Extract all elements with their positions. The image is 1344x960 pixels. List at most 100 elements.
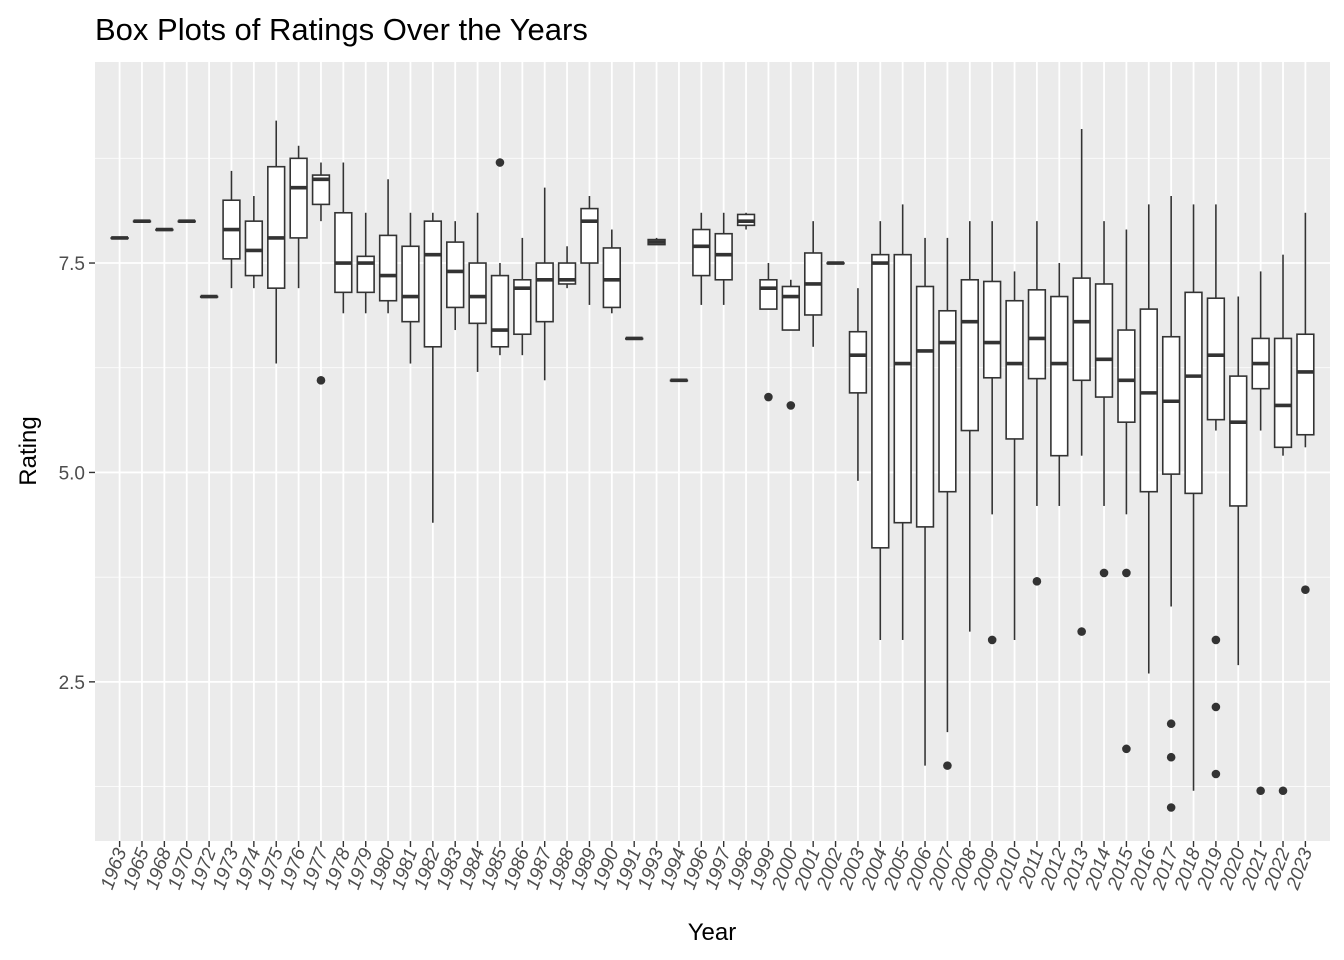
box-1982	[423, 212, 443, 523]
outlier-point	[764, 392, 773, 402]
box-iqr	[982, 280, 1002, 379]
box-1963	[110, 236, 129, 240]
box-iqr	[513, 278, 532, 336]
box-iqr	[356, 255, 375, 294]
box-iqr	[1117, 329, 1136, 423]
box-1998	[736, 212, 756, 230]
box-2003	[848, 288, 868, 481]
box-iqr	[1296, 333, 1315, 436]
box-1986	[513, 237, 532, 356]
box-iqr	[267, 165, 286, 289]
box-1991	[625, 336, 644, 341]
box-2021	[1251, 271, 1270, 796]
box-iqr	[1094, 283, 1114, 398]
box-1979	[356, 212, 375, 314]
box-1980	[378, 179, 398, 314]
box-iqr	[714, 232, 733, 281]
box-2020	[1229, 296, 1248, 666]
box-iqr	[1072, 277, 1091, 382]
box-2017	[1161, 196, 1181, 812]
box-iqr	[1005, 299, 1024, 440]
box-iqr	[915, 285, 935, 528]
box-iqr	[602, 247, 622, 309]
box-2009	[982, 221, 1002, 645]
outlier-point	[1122, 568, 1131, 578]
box-2011	[1027, 221, 1047, 586]
box-iqr	[1027, 289, 1047, 380]
x-axis: 1963196519681970197219731974197519761977…	[97, 841, 1317, 893]
box-2018	[1184, 204, 1203, 791]
box-1973	[222, 170, 241, 289]
box-2006	[915, 237, 935, 766]
box-1988	[557, 246, 577, 289]
box-2022	[1273, 254, 1293, 796]
box-2015	[1117, 229, 1136, 754]
box-iqr	[1139, 308, 1158, 493]
outlier-point	[987, 635, 997, 645]
y-tick-label: 7.5	[59, 254, 85, 275]
box-iqr	[893, 253, 912, 524]
outlier-point	[1301, 585, 1310, 595]
box-iqr	[446, 241, 465, 309]
box-iqr	[535, 262, 554, 323]
box-2001	[803, 221, 823, 347]
outlier-point	[1077, 627, 1086, 636]
y-axis-title: Rating	[15, 416, 42, 485]
box-iqr	[244, 220, 264, 277]
box-iqr	[938, 309, 957, 493]
box-iqr	[692, 228, 711, 277]
outlier-point	[943, 761, 952, 770]
box-1997	[714, 212, 733, 305]
outlier-point	[786, 401, 796, 410]
box-1975	[267, 120, 286, 364]
box-iqr	[1050, 295, 1069, 457]
outlier-point	[495, 158, 505, 167]
box-iqr	[289, 157, 308, 239]
box-1972	[199, 294, 219, 299]
box-1985	[490, 158, 510, 356]
box-2005	[893, 204, 912, 640]
box-iqr	[378, 234, 398, 302]
box-2012	[1050, 263, 1069, 506]
box-1989	[580, 196, 599, 305]
box-2007	[938, 237, 957, 770]
outlier-point	[1099, 568, 1109, 578]
box-2008	[960, 221, 979, 632]
box-1999	[759, 263, 778, 402]
box-iqr	[1273, 337, 1293, 449]
x-axis-title: Year	[688, 919, 737, 946]
box-iqr	[1206, 297, 1226, 421]
outlier-point	[1211, 635, 1221, 645]
box-2013	[1072, 129, 1091, 636]
outlier-point	[1166, 719, 1176, 729]
box-iqr	[401, 245, 420, 323]
outlier-point	[1211, 769, 1221, 779]
box-iqr	[334, 211, 353, 294]
outlier-point	[1211, 702, 1221, 712]
y-tick-label: 5.0	[59, 463, 85, 484]
box-2014	[1094, 221, 1114, 578]
box-1996	[692, 212, 711, 305]
box-iqr	[960, 278, 979, 432]
box-iqr	[759, 278, 778, 310]
box-1983	[446, 221, 465, 331]
y-axis: 2.5 5.0 7.5	[59, 254, 95, 694]
box-1993	[647, 237, 666, 246]
chart-title: Box Plots of Ratings Over the Years	[95, 12, 588, 47]
box-1984	[468, 212, 487, 372]
box-iqr	[468, 262, 487, 325]
box-2016	[1139, 204, 1158, 674]
outlier-point	[1166, 752, 1176, 762]
box-1978	[334, 162, 353, 314]
outlier-point	[316, 376, 326, 385]
box-iqr	[423, 220, 443, 348]
box-2000	[781, 279, 800, 410]
box-iqr	[580, 207, 599, 264]
y-tick-label: 2.5	[59, 673, 85, 694]
outlier-point	[1278, 786, 1288, 796]
box-iqr	[781, 285, 800, 331]
outlier-point	[1166, 803, 1176, 812]
box-1990	[602, 229, 622, 314]
box-2019	[1206, 204, 1226, 779]
